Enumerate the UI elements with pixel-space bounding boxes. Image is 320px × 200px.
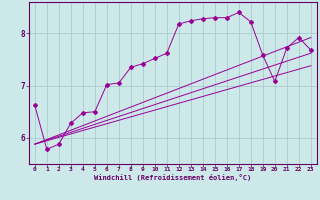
X-axis label: Windchill (Refroidissement éolien,°C): Windchill (Refroidissement éolien,°C) xyxy=(94,174,252,181)
